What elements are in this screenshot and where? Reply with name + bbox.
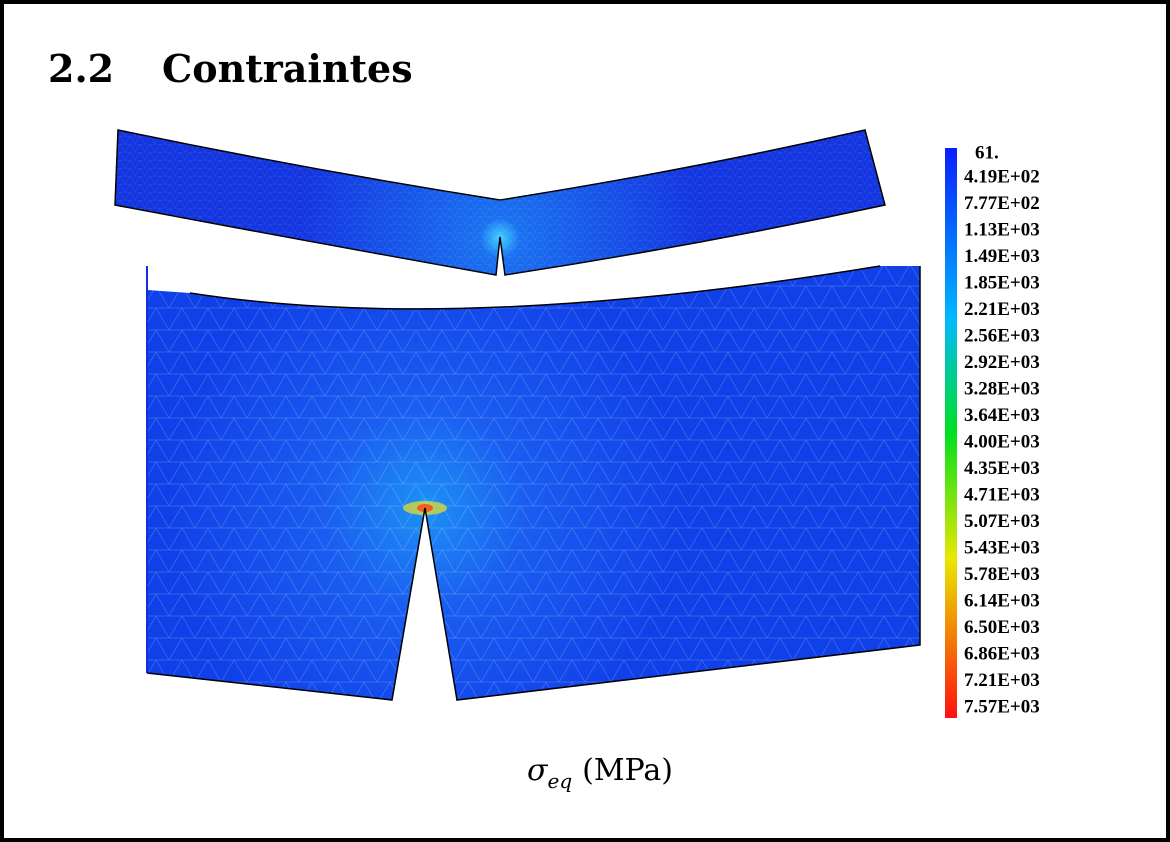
colorbar-label: 6.86E+03 (964, 643, 1040, 664)
colorbar-label: 7.57E+03 (964, 696, 1040, 717)
caption-symbol: σ (527, 753, 549, 788)
slide: 2.2 Contraintes 61. 4.19E+02 7.77E+02 1.13E… (0, 0, 1170, 842)
beam-top (115, 130, 885, 275)
colorbar-label: 5.78E+03 (964, 564, 1040, 585)
colorbar-label: 4.35E+03 (964, 458, 1040, 479)
colorbar-label: 2.92E+03 (964, 352, 1040, 373)
colorbar-label: 1.13E+03 (964, 219, 1040, 240)
colorbar-label: 5.07E+03 (964, 511, 1040, 532)
colorbar-label: 7.77E+02 (964, 193, 1040, 214)
colorbar-label: 6.50E+03 (964, 617, 1040, 638)
colorbar-label: 4.00E+03 (964, 431, 1040, 452)
colorbar-label: 4.19E+02 (964, 166, 1040, 187)
section-number: 2.2 (48, 46, 114, 91)
caption-subscript: eq (547, 769, 572, 793)
colorbar-label: 3.28E+03 (964, 378, 1040, 399)
colorbar-label: 2.21E+03 (964, 299, 1040, 320)
colorbar-label: 2.56E+03 (964, 325, 1040, 346)
colorbar-label: 3.64E+03 (964, 405, 1040, 426)
colorbar-label: 4.71E+03 (964, 484, 1040, 505)
colorbar-label: 1.85E+03 (964, 272, 1040, 293)
colorbar-label: 1.49E+03 (964, 246, 1040, 267)
section-title: Contraintes (162, 46, 413, 91)
colorbar-label: 61. (975, 142, 999, 163)
caption: σeq (MPa) (527, 753, 673, 793)
colorbar (945, 148, 957, 718)
caption-unit: (MPa) (582, 753, 673, 788)
colorbar-label: 7.21E+03 (964, 670, 1040, 691)
beam-zoom (147, 266, 920, 700)
colorbar-label: 6.14E+03 (964, 590, 1040, 611)
colorbar-label: 5.43E+03 (964, 537, 1040, 558)
